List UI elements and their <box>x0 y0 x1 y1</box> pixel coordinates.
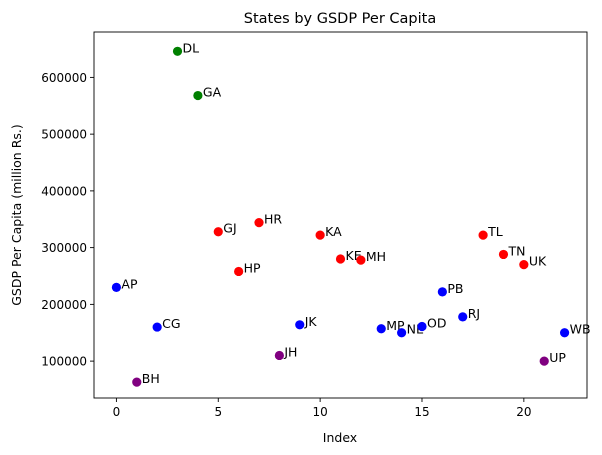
data-point-label-cg: CG <box>162 316 180 331</box>
data-point-bh <box>132 377 142 387</box>
data-point-ke <box>335 254 346 264</box>
x-axis-label: Index <box>323 430 357 445</box>
data-point-rj <box>458 312 468 322</box>
data-point-label-hr: HR <box>264 212 282 227</box>
data-point-label-ka: KA <box>325 224 342 239</box>
x-tick-label: 5 <box>214 405 222 419</box>
data-point-label-hp: HP <box>244 260 261 275</box>
data-point-tn <box>498 249 509 260</box>
x-tick-label: 10 <box>312 405 327 419</box>
data-point-hp <box>234 266 244 277</box>
data-point-label-uk: UK <box>529 254 547 269</box>
x-tick-label: 20 <box>516 405 531 419</box>
data-point-label-wb: WB <box>570 322 591 337</box>
data-point-ga <box>193 90 203 101</box>
y-tick-label: 400000 <box>41 184 87 198</box>
data-point-label-rj: RJ <box>468 306 480 321</box>
data-point-mp <box>376 324 386 334</box>
data-point-wb <box>559 328 570 338</box>
data-point-mh <box>356 255 366 265</box>
data-point-jk <box>295 320 305 330</box>
y-axis-ticks: 100000 200000 300000 400000 500000 600000 <box>41 71 94 369</box>
data-point-ap <box>111 282 122 292</box>
y-tick-label: 100000 <box>41 355 87 369</box>
data-point-od <box>417 321 427 332</box>
data-point-label-bh: BH <box>142 371 160 386</box>
y-tick-label: 200000 <box>41 298 87 312</box>
data-point-ka <box>315 230 325 240</box>
data-point-label-ga: GA <box>203 85 222 100</box>
plot-area-frame <box>93 31 588 399</box>
data-point-label-mh: MH <box>366 249 386 264</box>
data-point-label-jk: JK <box>304 314 318 329</box>
data-point-label-jh: JH <box>283 344 297 359</box>
y-tick-label: 300000 <box>41 241 87 255</box>
x-axis-ticks: 0 5 10 15 20 <box>113 398 531 419</box>
data-point-label-pb: PB <box>447 281 463 296</box>
data-point-up <box>539 356 549 366</box>
x-tick-label: 0 <box>113 405 121 419</box>
data-point-hr <box>254 218 264 228</box>
data-point-label-up: UP <box>549 350 566 365</box>
data-point-dl <box>172 46 183 56</box>
data-point-gj <box>213 227 223 237</box>
data-point-ne <box>397 328 407 338</box>
chart-title: States by GSDP Per Capita <box>244 11 436 27</box>
y-axis-label: GSDP Per Capita (million Rs.) <box>9 124 24 306</box>
data-point-cg <box>152 322 162 332</box>
data-point-label-tn: TN <box>507 243 525 258</box>
data-point-label-tl: TL <box>487 224 503 239</box>
data-point-uk <box>519 260 529 270</box>
data-point-jh <box>274 350 284 361</box>
y-tick-label: 500000 <box>41 128 87 142</box>
data-point-label-gj: GJ <box>223 221 236 236</box>
data-point-label-od: OD <box>427 316 446 331</box>
y-tick-label: 600000 <box>41 71 87 85</box>
data-point-tl <box>478 230 488 240</box>
x-tick-label: 15 <box>414 405 429 419</box>
data-point-label-ap: AP <box>121 276 138 291</box>
data-point-pb <box>437 287 447 297</box>
data-point-label-dl: DL <box>183 40 200 55</box>
